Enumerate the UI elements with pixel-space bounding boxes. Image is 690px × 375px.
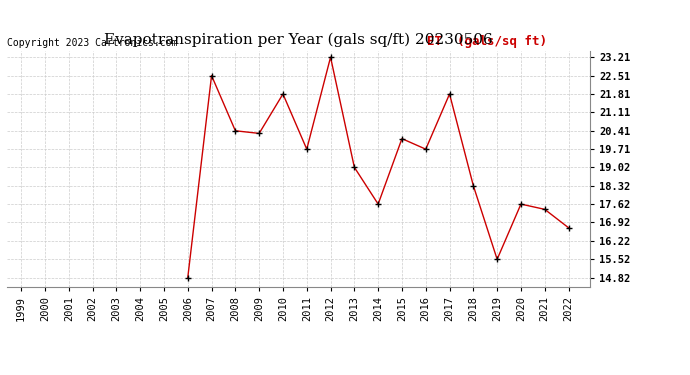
- Text: Copyright 2023 Cartronics.com: Copyright 2023 Cartronics.com: [8, 38, 178, 48]
- Text: ET  (gals/sq ft): ET (gals/sq ft): [426, 35, 546, 48]
- Title: Evapotranspiration per Year (gals sq/ft) 20230506: Evapotranspiration per Year (gals sq/ft)…: [104, 32, 493, 46]
